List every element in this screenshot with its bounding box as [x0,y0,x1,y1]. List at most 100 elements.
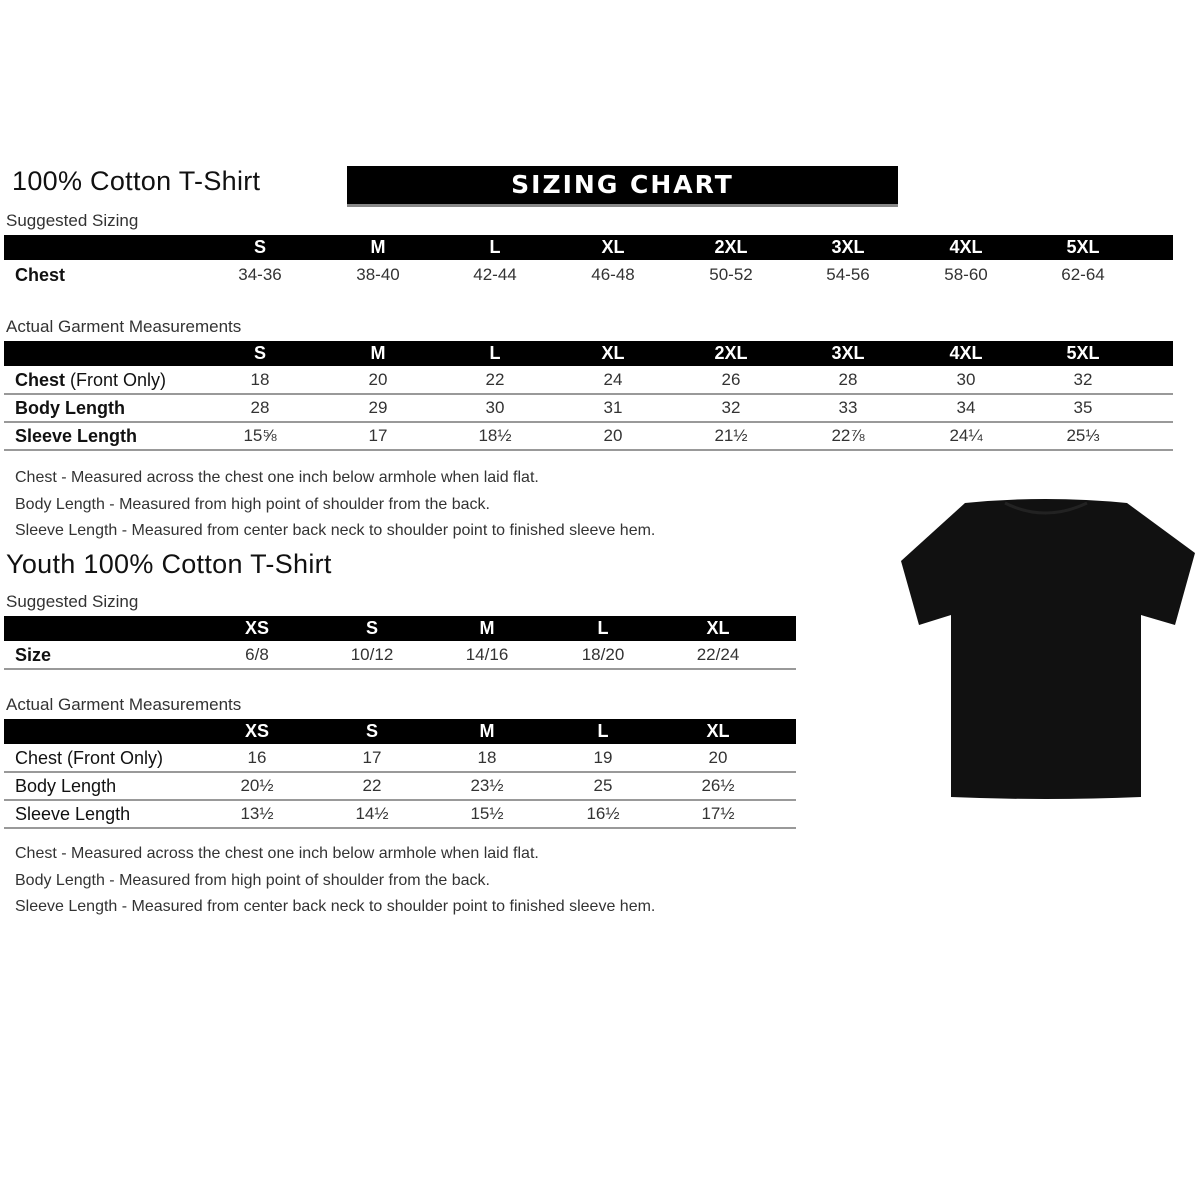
cell-value: 62-64 [1061,265,1105,284]
size-header-m: M [370,343,386,363]
size-header-s: S [253,343,267,363]
cell-value: 25⅓ [1066,426,1100,445]
adult-actual-header: S M L XL 2XL 3XL 4XL 5XL [4,341,1173,366]
table-row: Chest (Front Only) 18 20 22 24 26 28 30 32 [4,366,1173,394]
youth-actual-header: XS S M L XL [4,719,796,744]
size-header-xs: XS [244,721,270,741]
row-label-text: Size [15,645,52,665]
table-row: Chest 34-36 38-40 42-44 46-48 50-52 54-56 58-60… [4,261,1173,289]
cell-value: 18½ [478,426,512,445]
row-divider [4,449,1173,451]
adult-actual-label: Actual Garment Measurements [6,317,242,336]
row-divider [4,393,1173,395]
size-header-xs: XS [244,618,270,638]
black-t-shirt-icon [901,499,1195,799]
note-body-length: Body Length - Measured from high point o… [15,871,490,889]
size-header-l: L [489,343,501,363]
size-header-3xl: 3XL [831,343,865,363]
adult-notes: Chest - Measured across the chest one in… [15,465,655,545]
row-label: Body Length [15,772,116,800]
size-header-5xl: 5XL [1066,237,1100,257]
cell-value: 15½ [470,804,504,823]
row-label: Chest (Front Only) [15,744,163,772]
table-row: Size 6/8 10/12 14/16 18/20 22/24 [4,641,796,669]
size-header-s: S [253,237,267,257]
cell-value: 17½ [701,804,735,823]
table-row: Body Length 20½ 22 23½ 25 26½ [4,772,796,800]
size-header-2xl: 2XL [714,237,748,257]
row-divider [4,799,796,801]
cell-value: 14½ [355,804,389,823]
cell-value: 21½ [714,426,748,445]
cell-value: 29 [368,398,388,417]
cell-value: 38-40 [356,265,400,284]
cell-value: 28 [838,370,858,389]
cell-value: 20 [603,426,623,445]
size-header-s: S [365,618,379,638]
row-divider [4,771,796,773]
table-row: Chest (Front Only) 16 17 18 19 20 [4,744,796,772]
cell-value: 30 [956,370,976,389]
size-header-l: L [597,618,609,638]
size-header-s: S [365,721,379,741]
size-header-l: L [597,721,609,741]
cell-value: 34-36 [238,265,282,284]
cell-value: 17 [368,426,388,445]
cell-value: 16½ [586,804,620,823]
note-chest: Chest - Measured across the chest one in… [15,845,539,862]
cell-value: 17 [362,748,382,767]
cell-value: 14/16 [465,645,509,664]
row-label-text: Sleeve Length [15,426,138,446]
cell-value: 42-44 [473,265,517,284]
size-header-xl: XL [706,618,730,638]
size-header-m: M [370,237,386,257]
row-label: Size [15,641,51,669]
size-header-5xl: 5XL [1066,343,1100,363]
cell-value: 30 [485,398,505,417]
cell-value: 22⅞ [831,426,865,445]
note-chest: Chest - Measured across the chest one in… [15,469,539,486]
cell-value: 20½ [240,776,274,795]
youth-notes: Chest - Measured across the chest one in… [15,841,655,921]
cell-value: 32 [1073,370,1093,389]
cell-value: 28 [250,398,270,417]
row-label-text: Chest [15,265,66,285]
cell-value: 58-60 [944,265,988,284]
cell-value: 18/20 [581,645,625,664]
size-header-xl: XL [601,237,625,257]
adult-title: 100% Cotton T-Shirt [12,166,261,196]
cell-value: 34 [956,398,976,417]
cell-value: 10/12 [350,645,394,664]
youth-title: Youth 100% Cotton T-Shirt [6,549,332,579]
cell-value: 26½ [701,776,735,795]
adult-suggested-label: Suggested Sizing [6,211,139,230]
cell-value: 18 [250,370,270,389]
cell-value: 22 [485,370,505,389]
row-label: Sleeve Length [15,422,137,450]
note-body-length: Body Length - Measured from high point o… [15,495,490,513]
note-sleeve-length: Sleeve Length - Measured from center bac… [15,898,656,915]
cell-value: 22/24 [696,645,740,664]
row-label-text: Body Length [15,776,117,796]
row-label: Chest [15,261,65,289]
size-header-4xl: 4XL [949,343,983,363]
cell-value: 25 [593,776,613,795]
cell-value: 35 [1073,398,1093,417]
size-header-4xl: 4XL [949,237,983,257]
row-label-suffix: (Front Only) [65,370,167,390]
table-row: Sleeve Length 13½ 14½ 15½ 16½ 17½ [4,800,796,828]
row-label-text: Chest (Front Only) [15,748,164,768]
youth-suggested-header: XS S M L XL [4,616,796,641]
table-row: Body Length 28 29 30 31 32 33 34 35 [4,394,1173,422]
cell-value: 31 [603,398,623,417]
cell-value: 6/8 [245,645,269,664]
row-divider [4,421,1173,423]
size-header-m: M [479,721,495,741]
youth-actual-label: Actual Garment Measurements [6,695,242,714]
cell-value: 13½ [240,804,274,823]
cell-value: 26 [721,370,741,389]
row-label-text: Chest [15,370,66,390]
table-row: Sleeve Length 15⅝ 17 18½ 20 21½ 22⅞ 24¼ 25⅓ [4,422,1173,450]
size-header-m: M [479,618,495,638]
cell-value: 18 [477,748,497,767]
